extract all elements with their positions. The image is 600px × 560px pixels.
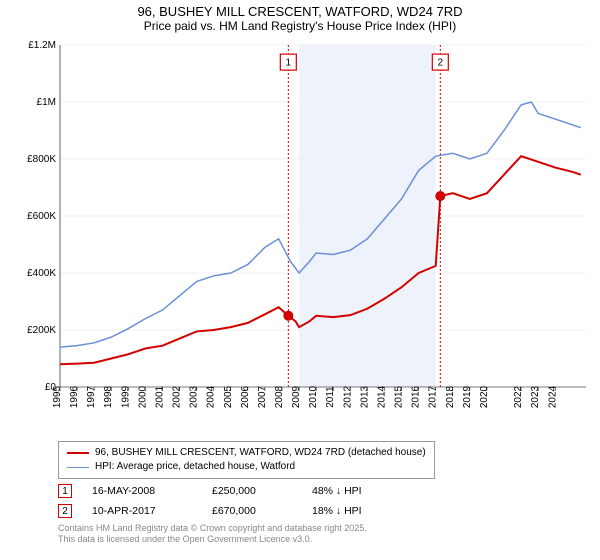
- transaction-date: 10-APR-2017: [92, 505, 192, 517]
- svg-text:£600K: £600K: [27, 211, 56, 222]
- transaction-id-box: 1: [58, 484, 72, 498]
- footer-line-1: Contains HM Land Registry data © Crown c…: [58, 523, 367, 534]
- svg-text:2006: 2006: [240, 385, 251, 408]
- svg-text:2011: 2011: [325, 386, 336, 408]
- svg-text:2023: 2023: [530, 385, 541, 408]
- svg-text:1998: 1998: [103, 385, 114, 408]
- svg-text:1997: 1997: [86, 385, 97, 408]
- legend-label: HPI: Average price, detached house, Watf…: [95, 460, 295, 474]
- svg-text:2014: 2014: [376, 385, 387, 408]
- svg-text:2005: 2005: [223, 385, 234, 408]
- footer-line-2: This data is licensed under the Open Gov…: [58, 534, 367, 545]
- svg-text:1995: 1995: [52, 385, 63, 408]
- svg-text:2022: 2022: [513, 385, 524, 408]
- transaction-table: 1 16-MAY-2008 £250,000 48% ↓ HPI 2 10-APR-201…: [58, 481, 422, 521]
- svg-text:2024: 2024: [547, 385, 558, 408]
- chart-title-block: 96, BUSHEY MILL CRESCENT, WATFORD, WD24 …: [137, 0, 462, 33]
- svg-text:2009: 2009: [291, 385, 302, 408]
- transaction-row: 2 10-APR-2017 £670,000 18% ↓ HPI: [58, 501, 422, 521]
- svg-text:£800K: £800K: [27, 154, 56, 165]
- svg-text:2000: 2000: [137, 385, 148, 408]
- transaction-hpi: 18% ↓ HPI: [312, 505, 422, 517]
- svg-text:£200K: £200K: [27, 325, 56, 336]
- svg-text:2015: 2015: [394, 385, 405, 408]
- legend-swatch: [67, 452, 89, 454]
- svg-text:2: 2: [438, 58, 444, 69]
- legend: 96, BUSHEY MILL CRESCENT, WATFORD, WD24 …: [58, 441, 435, 479]
- svg-text:2008: 2008: [274, 385, 285, 408]
- transaction-price: £670,000: [212, 505, 292, 517]
- legend-swatch: [67, 467, 89, 468]
- legend-label: 96, BUSHEY MILL CRESCENT, WATFORD, WD24 …: [95, 446, 426, 460]
- price-chart: £0£200K£400K£600K£800K£1M£1.2M1995199619…: [10, 37, 590, 437]
- svg-text:£400K: £400K: [27, 268, 56, 279]
- svg-text:2016: 2016: [411, 385, 422, 408]
- svg-text:2010: 2010: [308, 385, 319, 408]
- svg-text:1999: 1999: [120, 385, 131, 408]
- transaction-hpi: 48% ↓ HPI: [312, 485, 422, 497]
- transaction-id-box: 2: [58, 504, 72, 518]
- svg-text:2020: 2020: [479, 385, 490, 408]
- svg-text:2017: 2017: [428, 385, 439, 408]
- svg-text:2003: 2003: [189, 385, 200, 408]
- svg-text:2013: 2013: [359, 385, 370, 408]
- svg-text:2007: 2007: [257, 385, 268, 408]
- transaction-date: 16-MAY-2008: [92, 485, 192, 497]
- svg-text:2018: 2018: [445, 385, 456, 408]
- transaction-price: £250,000: [212, 485, 292, 497]
- svg-text:2019: 2019: [462, 385, 473, 408]
- svg-text:1996: 1996: [69, 385, 80, 408]
- svg-text:2002: 2002: [172, 385, 183, 408]
- legend-item: 96, BUSHEY MILL CRESCENT, WATFORD, WD24 …: [67, 446, 426, 460]
- svg-text:2001: 2001: [154, 385, 165, 408]
- chart-container: £0£200K£400K£600K£800K£1M£1.2M1995199619…: [10, 37, 590, 437]
- svg-text:£1.2M: £1.2M: [28, 40, 56, 51]
- chart-subtitle: Price paid vs. HM Land Registry's House …: [137, 19, 462, 33]
- legend-item: HPI: Average price, detached house, Watf…: [67, 460, 426, 474]
- svg-text:£1M: £1M: [37, 97, 56, 108]
- chart-title: 96, BUSHEY MILL CRESCENT, WATFORD, WD24 …: [137, 4, 462, 19]
- svg-text:2012: 2012: [342, 385, 353, 408]
- transaction-row: 1 16-MAY-2008 £250,000 48% ↓ HPI: [58, 481, 422, 501]
- svg-text:2004: 2004: [206, 385, 217, 408]
- footer: Contains HM Land Registry data © Crown c…: [58, 523, 367, 546]
- svg-text:1: 1: [286, 58, 292, 69]
